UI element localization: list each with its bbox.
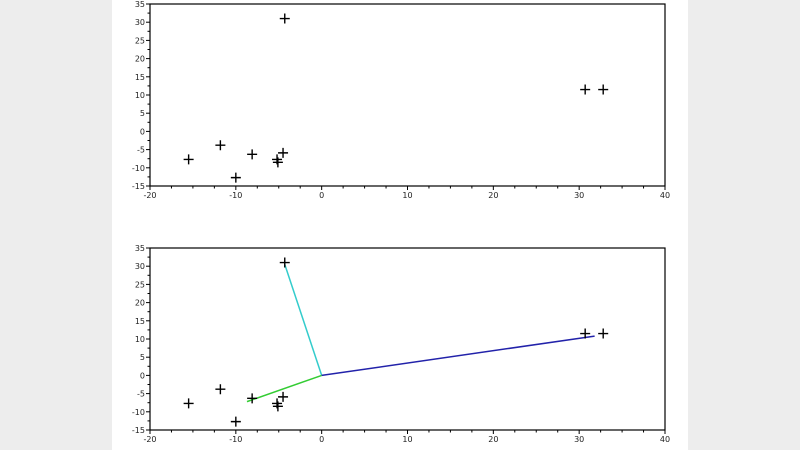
plus-marker bbox=[183, 154, 194, 165]
data-point bbox=[247, 149, 258, 160]
y-tick-label: -15 bbox=[132, 182, 145, 191]
y-tick-label: 35 bbox=[135, 244, 145, 253]
data-point bbox=[183, 398, 194, 409]
plus-marker bbox=[278, 391, 289, 402]
x-tick-label: 0 bbox=[319, 435, 324, 444]
x-tick-label: -20 bbox=[143, 191, 156, 200]
data-point bbox=[230, 416, 241, 427]
x-tick-label: -10 bbox=[229, 191, 242, 200]
plus-marker bbox=[279, 257, 290, 268]
data-point bbox=[278, 391, 289, 402]
y-tick-label: 0 bbox=[140, 371, 145, 380]
data-point bbox=[215, 140, 226, 151]
y-tick-label: 30 bbox=[135, 18, 145, 27]
y-tick-label: -15 bbox=[132, 426, 145, 435]
plot-1: -20 -10 0 10 20 30 40 -15 -10 -5 0 5 10 15 20 25 30 35 bbox=[132, 0, 670, 200]
data-point bbox=[278, 147, 289, 158]
plus-marker bbox=[272, 401, 283, 412]
data-point bbox=[183, 154, 194, 165]
x-tick-label: 10 bbox=[402, 191, 412, 200]
data-point bbox=[272, 157, 283, 168]
y-tick-label: -5 bbox=[137, 390, 145, 399]
x-tick-label: 10 bbox=[402, 435, 412, 444]
data-point bbox=[230, 172, 241, 183]
vector-line bbox=[284, 264, 323, 376]
plus-marker bbox=[580, 84, 591, 95]
data-point bbox=[247, 393, 258, 404]
y-tick-label: 10 bbox=[135, 335, 145, 344]
y-tick-label: -10 bbox=[132, 164, 145, 173]
plus-marker bbox=[279, 13, 290, 24]
data-point bbox=[272, 401, 283, 412]
plus-marker bbox=[230, 172, 241, 183]
plot-2: -20 -10 0 10 20 30 40 -15 -10 -5 0 5 10 15 20 25 30 35 bbox=[132, 244, 670, 444]
vector-line bbox=[246, 374, 322, 403]
data-point bbox=[580, 84, 591, 95]
y-tick-label: -5 bbox=[137, 146, 145, 155]
y-tick-label: -10 bbox=[132, 408, 145, 417]
plus-marker bbox=[278, 147, 289, 158]
data-point bbox=[215, 384, 226, 395]
y-tick-label: 15 bbox=[135, 317, 145, 326]
y-tick-label: 0 bbox=[140, 127, 145, 136]
plus-marker bbox=[272, 157, 283, 168]
x-tick-label: 30 bbox=[574, 191, 584, 200]
y-tick-label: 20 bbox=[135, 55, 145, 64]
y-tick-label: 10 bbox=[135, 91, 145, 100]
x-tick-label: 40 bbox=[660, 191, 670, 200]
plus-marker bbox=[580, 328, 591, 339]
x-tick-label: 40 bbox=[660, 435, 670, 444]
data-point bbox=[279, 257, 290, 268]
y-tick-label: 30 bbox=[135, 262, 145, 271]
data-point bbox=[580, 328, 591, 339]
x-tick-label: 20 bbox=[488, 191, 498, 200]
x-tick-label: 0 bbox=[319, 191, 324, 200]
plus-marker bbox=[598, 328, 609, 339]
y-tick-label: 5 bbox=[140, 109, 145, 118]
plot-frame bbox=[149, 247, 666, 431]
y-tick-label: 25 bbox=[135, 280, 145, 289]
x-tick-label: -10 bbox=[229, 435, 242, 444]
plus-marker bbox=[183, 398, 194, 409]
data-point bbox=[279, 13, 290, 24]
data-point bbox=[598, 84, 609, 95]
x-tick-label: -20 bbox=[143, 435, 156, 444]
plus-marker bbox=[230, 416, 241, 427]
y-tick-label: 15 bbox=[135, 73, 145, 82]
plus-marker bbox=[598, 84, 609, 95]
y-tick-label: 5 bbox=[140, 353, 145, 362]
y-tick-label: 35 bbox=[135, 0, 145, 9]
x-tick-label: 20 bbox=[488, 435, 498, 444]
plus-marker bbox=[215, 140, 226, 151]
plus-marker bbox=[215, 384, 226, 395]
plus-marker bbox=[247, 393, 258, 404]
plus-marker bbox=[247, 149, 258, 160]
y-tick-label: 25 bbox=[135, 36, 145, 45]
plot-frame bbox=[149, 3, 666, 187]
y-tick-label: 20 bbox=[135, 299, 145, 308]
vector-line bbox=[321, 335, 595, 377]
x-tick-label: 30 bbox=[574, 435, 584, 444]
data-point bbox=[598, 328, 609, 339]
